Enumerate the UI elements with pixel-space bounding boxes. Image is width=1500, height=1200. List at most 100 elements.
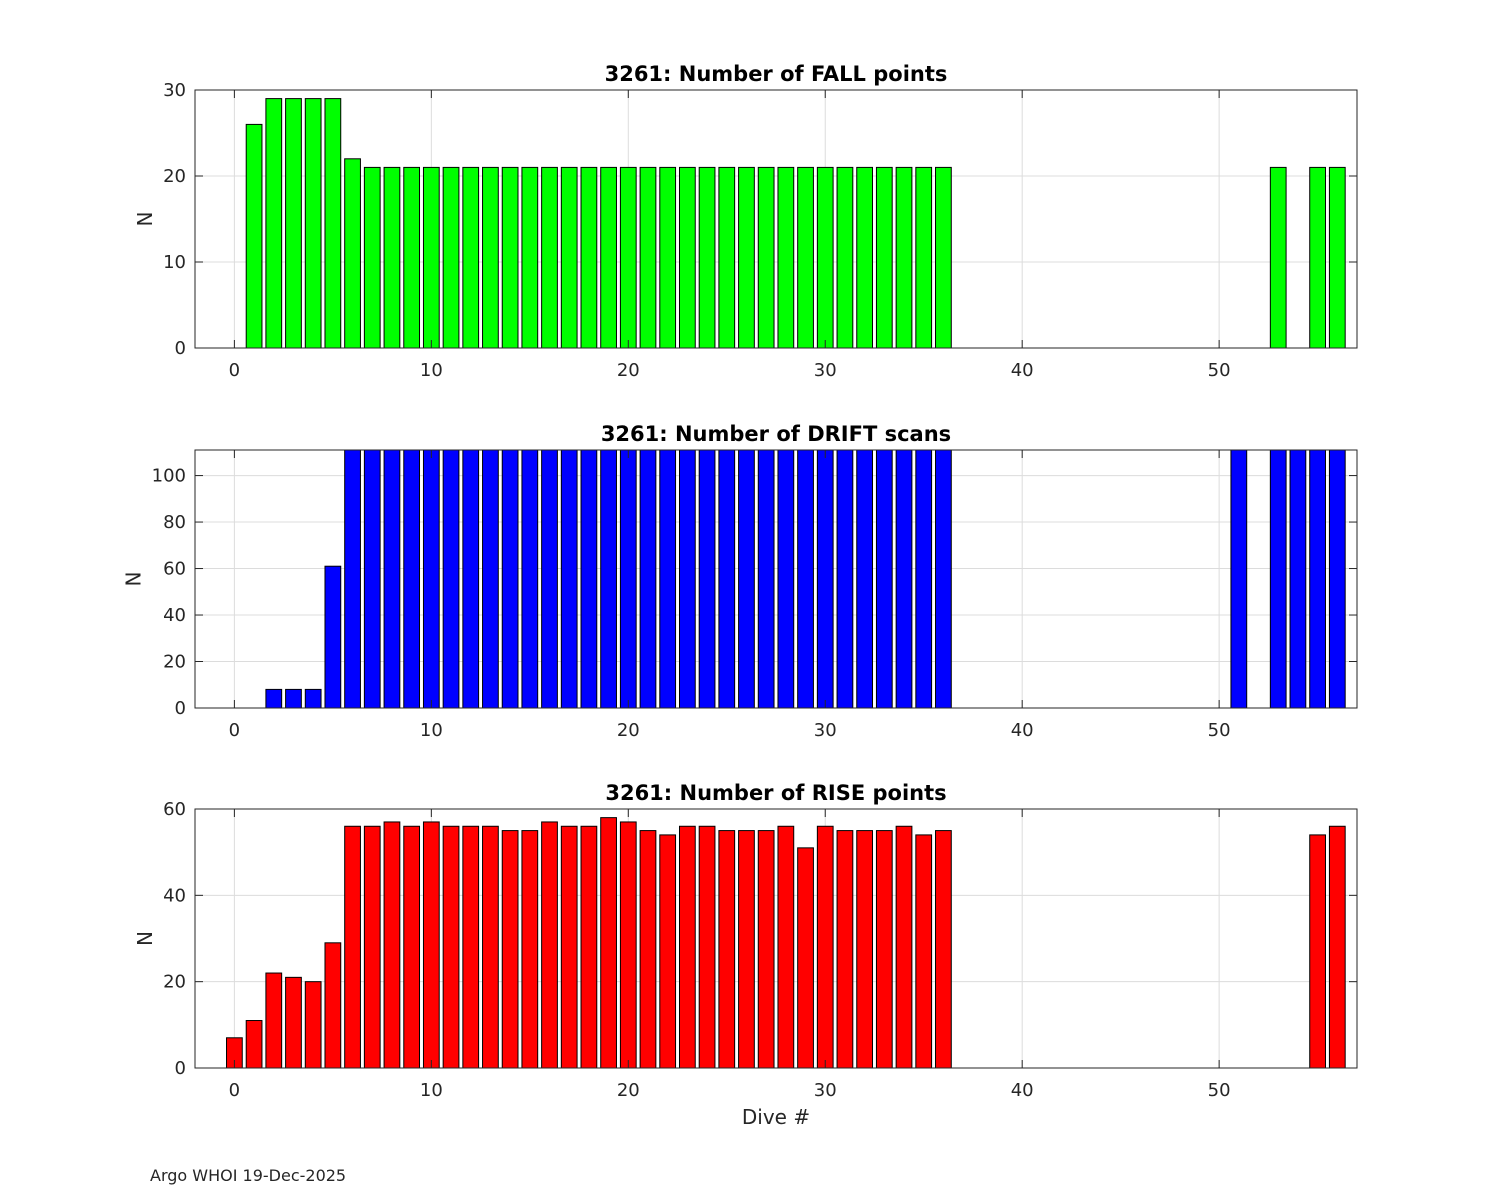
bar: [541, 821, 558, 1068]
y-tick-label: 40: [163, 885, 186, 906]
bar: [757, 166, 775, 348]
bar: [422, 450, 440, 708]
bar: [344, 450, 361, 708]
bar: [935, 166, 952, 348]
bar: [521, 450, 539, 708]
bar: [777, 166, 795, 348]
bar: [482, 825, 499, 1068]
bar: [403, 825, 421, 1068]
y-tick-label: 0: [175, 1058, 186, 1079]
bar: [442, 825, 460, 1068]
bar: [1309, 834, 1326, 1068]
bar: [856, 450, 874, 708]
bar: [482, 166, 499, 348]
bar: [560, 166, 578, 348]
bar: [797, 166, 814, 348]
bar: [403, 166, 421, 348]
x-tick-label: 30: [814, 360, 837, 381]
bar: [383, 821, 401, 1068]
bar: [797, 847, 814, 1068]
bar: [245, 123, 263, 348]
bar: [1289, 450, 1307, 708]
chart-title: 3261: Number of RISE points: [605, 781, 946, 805]
bar: [1328, 450, 1346, 708]
chart-title: 3261: Number of DRIFT scans: [601, 422, 951, 446]
bar: [875, 166, 893, 348]
bar: [639, 830, 657, 1068]
bar: [836, 830, 854, 1068]
bar: [836, 450, 854, 708]
x-tick-label: 50: [1208, 720, 1231, 741]
y-tick-label: 100: [152, 466, 186, 487]
x-tick-label: 0: [229, 360, 240, 381]
bar: [403, 450, 421, 708]
bar: [344, 158, 361, 348]
x-tick-label: 40: [1011, 360, 1034, 381]
bar: [600, 817, 617, 1068]
bar: [718, 830, 736, 1068]
bar: [698, 825, 716, 1068]
bar: [1309, 450, 1326, 708]
bar: [462, 166, 480, 348]
x-tick-label: 20: [617, 1080, 640, 1101]
bar: [639, 166, 657, 348]
bar: [895, 450, 913, 708]
bar: [836, 166, 854, 348]
bar: [797, 450, 814, 708]
bar: [915, 450, 933, 708]
bar: [895, 166, 913, 348]
bar: [895, 825, 913, 1068]
bar: [304, 981, 322, 1068]
y-tick-label: 10: [163, 252, 186, 273]
bar: [856, 830, 874, 1068]
x-tick-label: 30: [814, 1080, 837, 1101]
bar: [816, 450, 834, 708]
footer-credit: Argo WHOI 19-Dec-2025: [150, 1166, 347, 1185]
x-axis-label: Dive #: [742, 1105, 810, 1129]
x-tick-label: 20: [617, 360, 640, 381]
x-tick-label: 10: [420, 1080, 443, 1101]
chart-panel-1: 0 10 20 30 40 50 0 10 20 30 3261: Number of FALL p…: [133, 62, 1358, 381]
x-tick-label: 0: [229, 720, 240, 741]
bar: [285, 98, 302, 348]
y-tick-label: 20: [163, 972, 186, 993]
bar: [363, 450, 381, 708]
bar: [659, 450, 677, 708]
bar: [757, 450, 775, 708]
axes-box: [194, 449, 1358, 709]
bar: [541, 450, 558, 708]
axes-box: [194, 89, 1358, 349]
x-tick-label: 40: [1011, 720, 1034, 741]
bar: [659, 166, 677, 348]
bar: [1309, 166, 1326, 348]
bar: [816, 825, 834, 1068]
chart-panel-3: 0 10 20 30 40 50 0 20 40 60 3261: Number of RISE p…: [133, 781, 1358, 1129]
bar-series: [226, 817, 1346, 1068]
bar: [856, 166, 874, 348]
bar: [718, 166, 736, 348]
bar: [738, 166, 755, 348]
y-tick-label: 40: [163, 605, 186, 626]
bar: [1269, 166, 1287, 348]
bar: [363, 166, 381, 348]
bar: [285, 688, 302, 708]
bar: [324, 565, 342, 708]
bar: [619, 166, 637, 348]
bar: [678, 825, 696, 1068]
y-tick-label: 60: [163, 799, 186, 820]
bar: [383, 166, 401, 348]
bar: [777, 450, 795, 708]
bar: [304, 98, 322, 348]
bar: [600, 450, 617, 708]
bar: [580, 825, 598, 1068]
bar: [619, 450, 637, 708]
bar: [344, 825, 361, 1068]
bar: [521, 166, 539, 348]
bar: [757, 830, 775, 1068]
y-axis-label: N: [133, 931, 157, 946]
bar: [482, 450, 499, 708]
bar: [698, 166, 716, 348]
x-tick-label: 40: [1011, 1080, 1034, 1101]
bar: [1269, 450, 1287, 708]
y-axis-label: N: [133, 212, 157, 227]
